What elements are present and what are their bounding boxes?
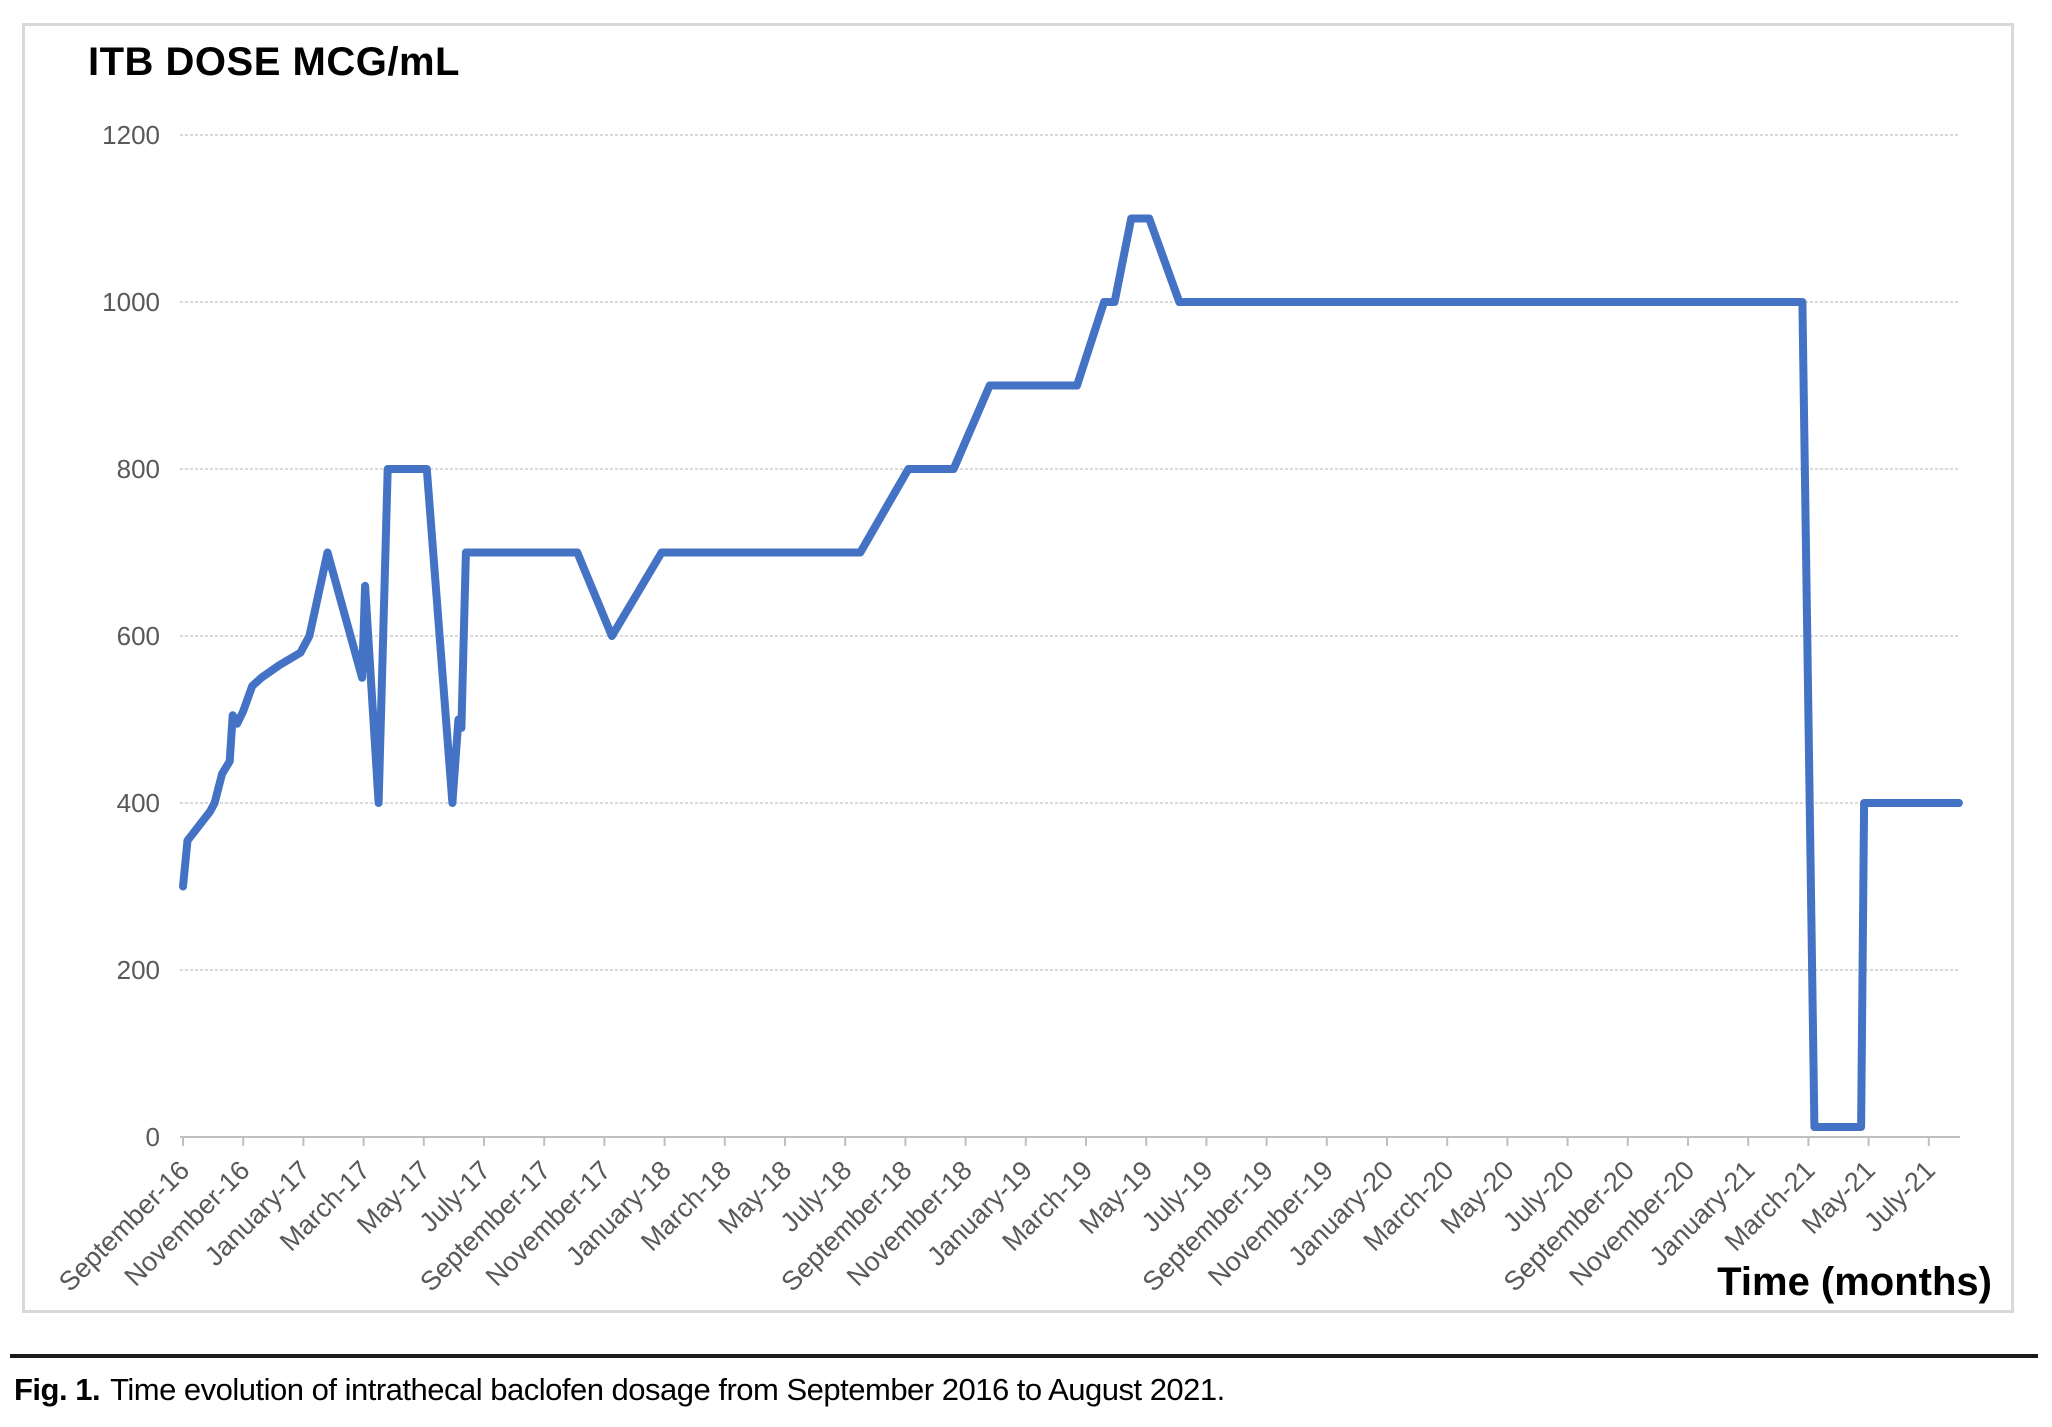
chart-title: ITB DOSE MCG/mL	[88, 40, 460, 84]
figure-caption: Fig. 1. Time evolution of intrathecal bac…	[14, 1372, 1225, 1408]
y-axis-tick-label: 200	[117, 955, 160, 985]
caption-divider	[10, 1354, 2038, 1358]
x-axis-title: Time (months)	[1717, 1260, 1992, 1304]
chart-figure	[22, 23, 2014, 1313]
dose-line	[179, 214, 1963, 1131]
y-axis-tick-label: 1200	[102, 120, 160, 150]
figure-caption-text: Time evolution of intrathecal baclofen d…	[110, 1372, 1225, 1407]
y-axis-tick-label: 400	[117, 788, 160, 818]
y-axis-tick-label: 600	[117, 621, 160, 651]
y-axis-tick-label: 800	[117, 454, 160, 484]
figure-caption-label: Fig. 1.	[14, 1372, 101, 1407]
y-axis-tick-label: 0	[146, 1122, 160, 1152]
y-axis-tick-label: 1000	[102, 287, 160, 317]
